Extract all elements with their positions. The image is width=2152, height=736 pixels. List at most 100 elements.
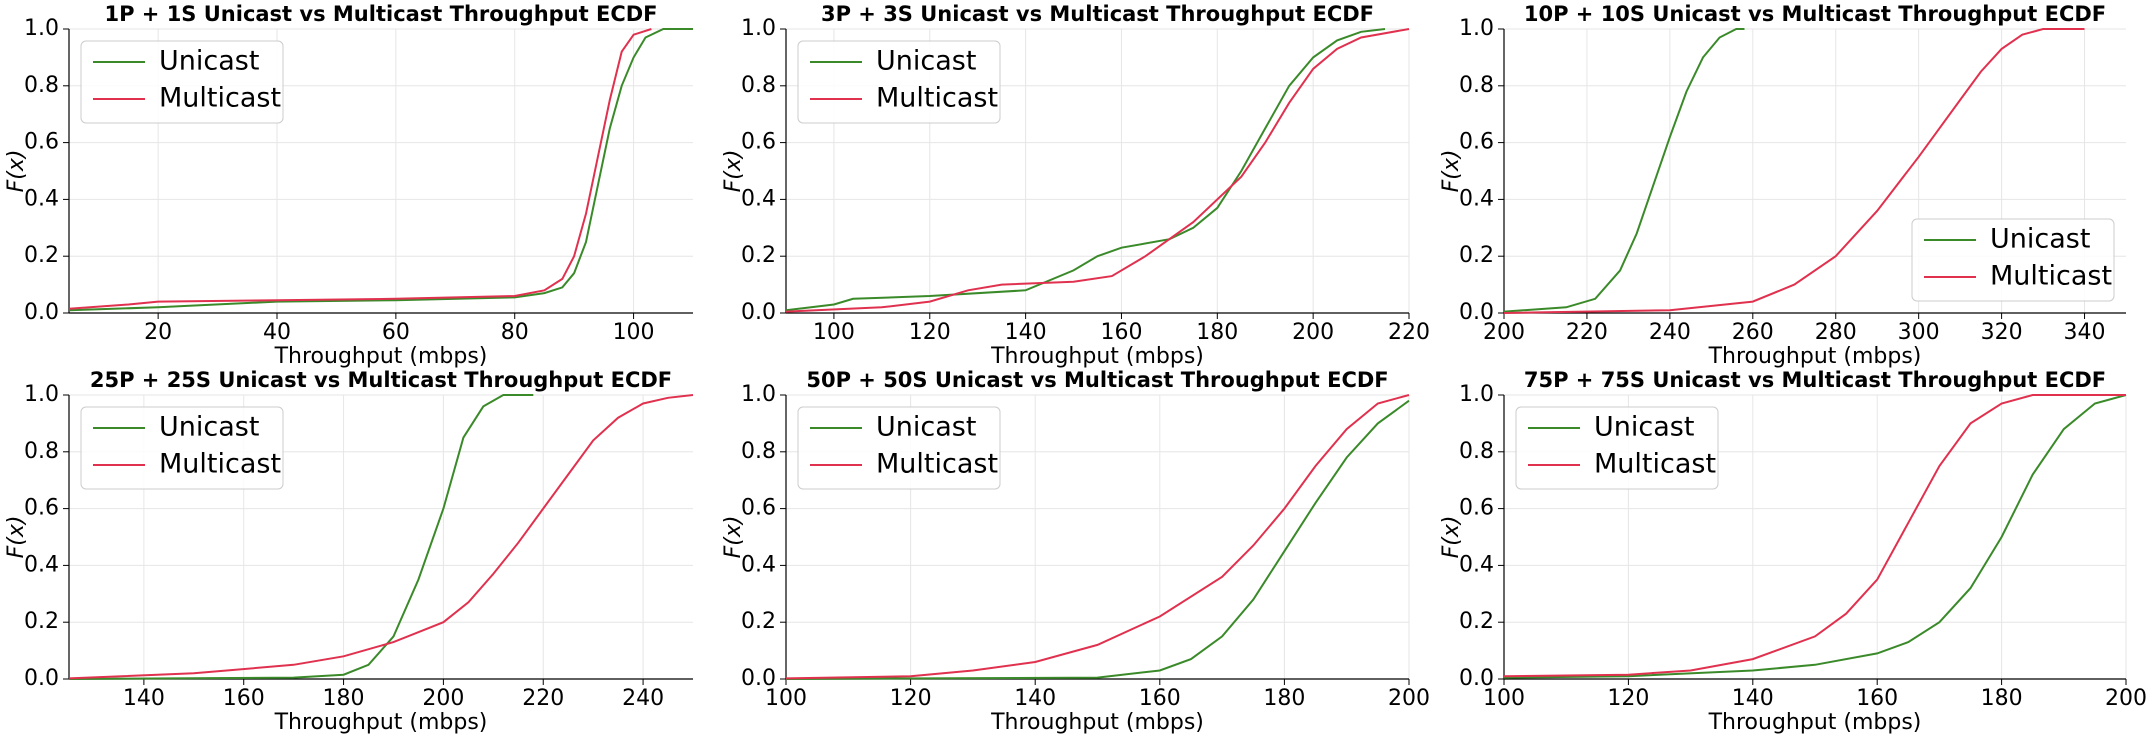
y-tick-label: 0.2 — [1459, 243, 1494, 268]
y-tick-label: 0.2 — [24, 609, 59, 634]
y-tick-label: 0.6 — [741, 130, 776, 155]
y-tick-label: 0.8 — [24, 439, 59, 464]
y-tick-label: 0.4 — [741, 186, 776, 211]
legend-label: Multicast — [1594, 449, 1716, 480]
x-tick-label: 300 — [1898, 320, 1940, 345]
x-axis-label: Throughput (mbps) — [990, 344, 1204, 369]
x-tick-label: 100 — [765, 686, 807, 711]
series-line — [1503, 28, 1745, 313]
chart-title: 50P + 50S Unicast vs Multicast Throughpu… — [806, 368, 1388, 392]
x-tick-label: 180 — [1263, 686, 1305, 711]
x-tick-label: 120 — [890, 686, 932, 711]
y-tick-label: 0.2 — [1459, 609, 1494, 634]
x-tick-label: 240 — [622, 686, 664, 711]
x-tick-label: 180 — [1196, 320, 1238, 345]
chart-panel: 0.0 0.2 0.4 0.6 0.8 1.0 100 120 140 160 180 200 Unic… — [721, 368, 1430, 735]
y-tick-label: 0.4 — [1459, 552, 1494, 577]
x-axis-label: Throughput (mbps) — [274, 344, 488, 369]
y-tick-label: 0.0 — [1459, 300, 1494, 325]
y-tick-label: 0.6 — [1459, 496, 1494, 521]
series-line — [785, 394, 1410, 680]
x-tick-label: 20 — [144, 320, 172, 345]
chart-panel: 0.0 0.2 0.4 0.6 0.8 1.0 100 120 140 160 180 200 220 U… — [721, 2, 1430, 369]
y-tick-label: 1.0 — [1459, 382, 1494, 407]
series-line — [1503, 394, 2127, 679]
y-tick-label: 0.2 — [741, 609, 776, 634]
x-tick-label: 160 — [223, 686, 265, 711]
x-tick-label: 120 — [1607, 686, 1649, 711]
legend-label: Unicast — [876, 46, 976, 77]
x-tick-label: 100 — [1483, 686, 1525, 711]
chart-title: 3P + 3S Unicast vs Multicast Throughput … — [821, 2, 1374, 26]
legend-label: Multicast — [159, 83, 281, 114]
legend-label: Unicast — [159, 46, 259, 77]
legend-label: Unicast — [159, 412, 259, 443]
x-tick-label: 100 — [813, 320, 855, 345]
y-axis-label: F(x) — [721, 516, 746, 559]
series-line — [68, 28, 652, 310]
x-tick-label: 260 — [1732, 320, 1774, 345]
x-tick-label: 200 — [1292, 320, 1334, 345]
y-tick-label: 0.8 — [741, 73, 776, 98]
y-axis-label: F(x) — [4, 516, 29, 559]
x-tick-label: 220 — [1388, 320, 1430, 345]
y-axis-label: F(x) — [1439, 516, 1464, 559]
y-tick-label: 0.0 — [1459, 666, 1494, 691]
y-tick-label: 0.4 — [741, 552, 776, 577]
legend-label: Unicast — [1990, 224, 2090, 255]
chart-title: 10P + 10S Unicast vs Multicast Throughpu… — [1524, 2, 2106, 26]
legend-label: Multicast — [1990, 261, 2112, 292]
series-line — [785, 28, 1386, 312]
y-axis-label: F(x) — [721, 150, 746, 193]
x-tick-label: 340 — [2064, 320, 2106, 345]
series-line — [785, 28, 1410, 313]
y-tick-label: 0.0 — [741, 300, 776, 325]
series-line — [785, 399, 1410, 680]
x-tick-label: 200 — [1483, 320, 1525, 345]
x-axis-label: Throughput (mbps) — [990, 710, 1204, 735]
y-tick-label: 1.0 — [1459, 16, 1494, 41]
x-tick-label: 160 — [1856, 686, 1898, 711]
chart-panel: 0.0 0.2 0.4 0.6 0.8 1.0 200 220 240 260 280 300 320 3… — [1439, 2, 2126, 369]
x-tick-label: 80 — [501, 320, 529, 345]
x-tick-label: 180 — [323, 686, 365, 711]
x-tick-label: 120 — [909, 320, 951, 345]
y-tick-label: 0.8 — [741, 439, 776, 464]
x-tick-label: 140 — [1732, 686, 1774, 711]
y-tick-label: 0.0 — [24, 300, 59, 325]
y-tick-label: 0.2 — [741, 243, 776, 268]
x-tick-label: 140 — [1005, 320, 1047, 345]
y-tick-label: 0.6 — [741, 496, 776, 521]
series-line — [68, 394, 694, 680]
x-tick-label: 60 — [382, 320, 410, 345]
x-axis-label: Throughput (mbps) — [1708, 344, 1922, 369]
y-tick-label: 0.2 — [24, 243, 59, 268]
y-tick-label: 0.6 — [1459, 130, 1494, 155]
chart-panel: 0.0 0.2 0.4 0.6 0.8 1.0 140 160 180 200 220 240 Unic… — [4, 368, 694, 735]
y-tick-label: 0.0 — [24, 666, 59, 691]
y-tick-label: 0.4 — [1459, 186, 1494, 211]
y-tick-label: 1.0 — [741, 382, 776, 407]
x-tick-label: 320 — [1981, 320, 2023, 345]
x-tick-label: 160 — [1100, 320, 1142, 345]
chart-panel: 0.0 0.2 0.4 0.6 0.8 1.0 20 40 60 80 100 Unicast Mult… — [4, 2, 693, 369]
y-tick-label: 0.4 — [24, 552, 59, 577]
y-tick-label: 0.8 — [1459, 439, 1494, 464]
chart-title: 25P + 25S Unicast vs Multicast Throughpu… — [90, 368, 672, 392]
y-tick-label: 0.6 — [24, 496, 59, 521]
x-tick-label: 220 — [1566, 320, 1608, 345]
legend-label: Multicast — [876, 83, 998, 114]
chart-title: 75P + 75S Unicast vs Multicast Throughpu… — [1524, 368, 2106, 392]
series-line — [68, 28, 693, 312]
y-tick-label: 0.6 — [24, 130, 59, 155]
x-axis-label: Throughput (mbps) — [274, 710, 488, 735]
y-tick-label: 1.0 — [24, 16, 59, 41]
chart-title: 1P + 1S Unicast vs Multicast Throughput … — [104, 2, 657, 26]
x-tick-label: 160 — [1139, 686, 1181, 711]
x-tick-label: 180 — [1981, 686, 2023, 711]
y-tick-label: 0.8 — [1459, 73, 1494, 98]
x-tick-label: 140 — [123, 686, 165, 711]
x-tick-label: 240 — [1649, 320, 1691, 345]
series-line — [68, 394, 534, 680]
